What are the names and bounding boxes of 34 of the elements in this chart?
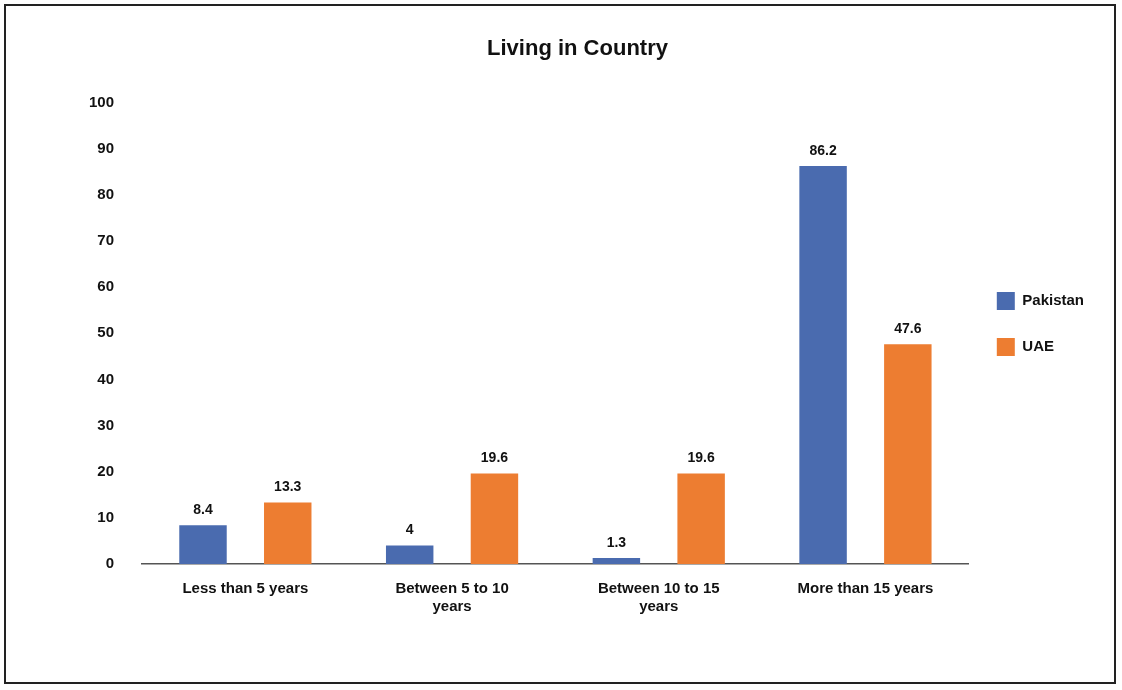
x-tick-label: Between 5 to 10 years	[395, 579, 509, 615]
y-tick-label: 90	[97, 138, 115, 156]
data-label: 4	[405, 521, 414, 538]
x-tick-label: More than 15 years	[797, 579, 934, 597]
y-tick-label: 100	[89, 92, 115, 110]
y-tick-label: 80	[97, 184, 115, 202]
y-tick-label: 10	[97, 507, 115, 525]
data-label: 8.4	[193, 501, 213, 518]
data-label: 1.3	[606, 533, 627, 550]
y-tick-label: 30	[97, 415, 115, 433]
y-tick-label: 40	[97, 369, 115, 387]
bar	[385, 545, 434, 564]
bar	[799, 166, 847, 564]
legend-label: UAE	[1022, 337, 1054, 355]
y-tick-label: 0	[105, 554, 115, 572]
legend-label: Pakistan	[1022, 291, 1084, 309]
data-label: 19.6	[480, 449, 509, 466]
bar	[470, 473, 519, 564]
x-tick-label: Between 10 to 15 years	[597, 579, 720, 615]
data-label: 19.6	[687, 449, 715, 466]
bar	[677, 473, 725, 564]
bar	[592, 558, 641, 564]
y-tick-label: 20	[97, 461, 115, 479]
y-tick-label: 70	[97, 231, 115, 249]
data-label: 47.6	[894, 320, 922, 337]
y-tick-label: 50	[97, 323, 115, 341]
bar	[264, 502, 312, 564]
chart-title: Living in Country	[487, 35, 669, 61]
data-label: 13.3	[274, 478, 302, 495]
y-tick-label: 60	[97, 277, 115, 295]
bar	[884, 344, 932, 564]
data-label: 86.2	[809, 141, 837, 158]
bar	[179, 525, 227, 564]
x-tick-label: Less than 5 years	[182, 579, 309, 597]
